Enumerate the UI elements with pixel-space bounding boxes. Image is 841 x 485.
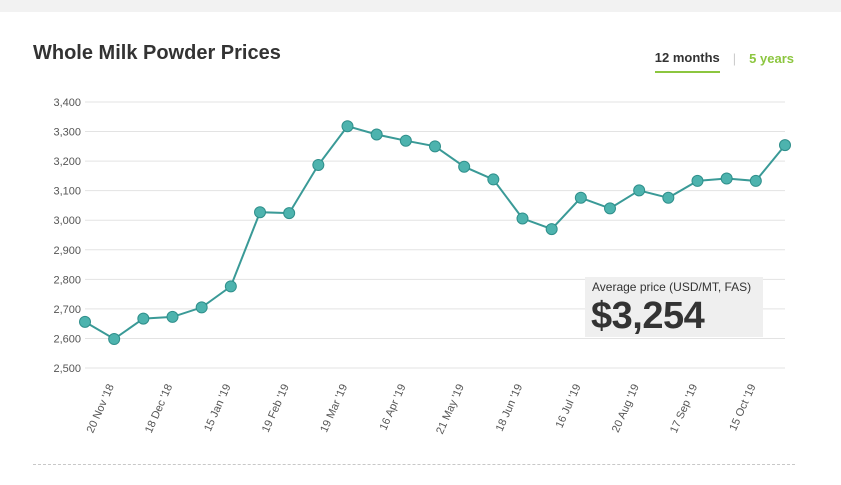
x-tick-label: 15 Oct '19	[727, 382, 758, 432]
data-point	[662, 191, 675, 204]
data-point	[458, 160, 471, 173]
y-tick-label: 2,900	[53, 245, 81, 257]
x-tick-label: 19 Feb '19	[260, 382, 292, 434]
bottom-divider	[33, 464, 795, 465]
average-price-value: $3,254	[591, 295, 705, 337]
y-tick-label: 3,200	[53, 156, 81, 168]
data-point	[224, 280, 237, 293]
y-tick-label: 2,500	[53, 363, 81, 375]
data-point	[749, 174, 762, 187]
y-tick-label: 3,100	[53, 186, 81, 198]
x-tick-label: 20 Nov '18	[85, 382, 117, 435]
page-title: Whole Milk Powder Prices	[33, 42, 281, 64]
data-point	[487, 173, 500, 186]
data-point	[516, 212, 529, 225]
average-price-label: Average price (USD/MT, FAS)	[592, 280, 752, 294]
x-tick-label: 16 Apr '19	[378, 382, 409, 432]
data-point	[137, 312, 150, 325]
data-point	[691, 174, 704, 187]
x-tick-label: 16 Jul '19	[554, 382, 584, 430]
tab-12-months[interactable]: 12 months	[654, 50, 720, 73]
y-tick-label: 2,600	[53, 333, 81, 345]
average-price-box: Average price (USD/MT, FAS) $3,254	[585, 277, 763, 337]
data-point	[108, 333, 121, 346]
data-point	[429, 140, 441, 153]
x-tick-label: 15 Jan '19	[202, 382, 233, 433]
y-tick-label: 3,000	[53, 215, 81, 227]
x-tick-label: 17 Sep '19	[668, 382, 700, 435]
data-point	[779, 139, 791, 152]
data-point	[633, 184, 646, 197]
y-tick-label: 3,300	[53, 127, 81, 139]
data-point	[604, 202, 616, 215]
x-tick-label: 20 Aug '19	[610, 382, 642, 434]
data-point	[574, 191, 587, 204]
data-point	[341, 120, 354, 133]
tab-separator: |	[732, 51, 737, 66]
data-point	[720, 172, 733, 185]
x-tick-label: 19 Mar '19	[318, 382, 350, 434]
data-point	[399, 134, 412, 147]
data-point	[312, 158, 325, 171]
x-tick-label: 18 Dec '18	[143, 382, 175, 435]
chart-card	[0, 12, 841, 485]
x-tick-label: 18 Jun '19	[494, 382, 525, 433]
x-tick-label: 21 May '19	[434, 382, 467, 436]
y-tick-label: 2,800	[53, 274, 81, 286]
data-point	[195, 301, 208, 314]
data-point	[283, 207, 296, 220]
data-point	[545, 223, 558, 236]
data-point	[254, 206, 266, 219]
period-tabs: 12 months | 5 years	[654, 50, 794, 73]
tab-5-years[interactable]: 5 years	[749, 51, 794, 66]
data-point	[370, 128, 383, 141]
y-tick-label: 3,400	[53, 97, 81, 109]
y-tick-label: 2,700	[53, 304, 81, 316]
data-point	[166, 310, 179, 323]
data-point	[79, 315, 91, 328]
